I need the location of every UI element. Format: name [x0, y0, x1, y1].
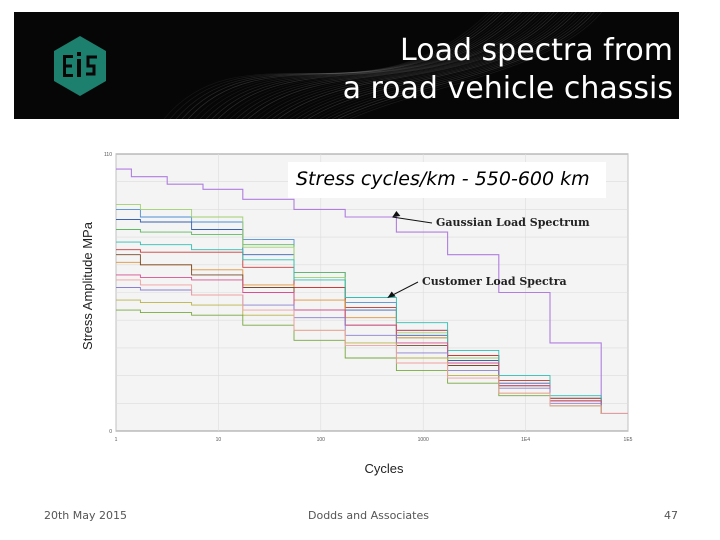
x-tick-label: 1	[115, 437, 118, 443]
arrowhead	[392, 210, 401, 217]
wave-line	[295, 12, 570, 119]
annotation-label: Customer Load Spectra	[422, 275, 567, 288]
company-logo	[54, 36, 106, 96]
x-tick-label: 10	[216, 437, 222, 443]
wave-line	[259, 12, 548, 119]
wave-line	[277, 12, 559, 119]
x-tick-label: 100	[317, 437, 326, 443]
wave-line	[343, 12, 599, 119]
wave-line	[199, 12, 511, 119]
wave-line	[175, 12, 497, 119]
wave-line	[301, 12, 573, 119]
wave-line	[313, 12, 580, 119]
wave-line	[307, 12, 577, 119]
wave-line	[223, 12, 526, 119]
wave-line	[319, 12, 584, 119]
wave-line	[325, 12, 588, 119]
slide-title: Load spectra from a road vehicle chassis	[253, 32, 673, 108]
wave-line	[169, 12, 493, 119]
wave-line	[241, 12, 537, 119]
series-line-gaussian	[116, 168, 628, 414]
wave-line	[229, 12, 530, 119]
wave-line	[235, 12, 533, 119]
series-line-customer	[116, 241, 628, 414]
y-tick-label: 0	[109, 429, 112, 435]
wave-line	[289, 12, 566, 119]
arrowhead	[387, 291, 396, 298]
y-axis-label: Stress Amplitude MPa	[80, 221, 95, 350]
wave-line	[337, 12, 595, 119]
wave-line	[283, 12, 562, 119]
wave-line	[217, 12, 522, 119]
wave-line	[211, 12, 519, 119]
x-tick-label: 1E5	[624, 437, 633, 443]
x-tick-label: 1E4	[521, 437, 530, 443]
footer-date: 20th May 2015	[44, 509, 128, 522]
chart-title-box	[288, 162, 606, 198]
wave-line	[271, 12, 555, 119]
x-tick-label: 1000	[418, 437, 429, 443]
wave-line	[187, 12, 504, 119]
y-tick-label: 110	[104, 152, 112, 158]
annotation-arrow	[392, 216, 433, 224]
wave-line	[205, 12, 515, 119]
decorative-wave-pattern	[163, 12, 602, 119]
footer-organization: Dodds and Associates	[308, 509, 429, 522]
series-line-customer	[116, 274, 628, 414]
wave-line	[331, 12, 591, 119]
wave-line	[193, 12, 508, 119]
chart-title: Stress cycles/km - 550-600 km	[296, 168, 590, 190]
wave-line	[349, 12, 602, 119]
annotation-label: Gaussian Load Spectrum	[436, 216, 590, 229]
x-axis-label: Cycles	[364, 461, 404, 476]
series-line-customer	[116, 279, 628, 414]
wave-line	[163, 12, 490, 119]
slide-title-line-1: Load spectra from	[400, 33, 673, 68]
wave-line	[265, 12, 551, 119]
wave-line	[247, 12, 540, 119]
slide-title-line-2: a road vehicle chassis	[342, 71, 673, 106]
page-number: 47	[664, 509, 678, 522]
title-banner: Load spectra from a road vehicle chassis	[14, 12, 679, 119]
wave-line	[181, 12, 501, 119]
wave-line	[253, 12, 544, 119]
